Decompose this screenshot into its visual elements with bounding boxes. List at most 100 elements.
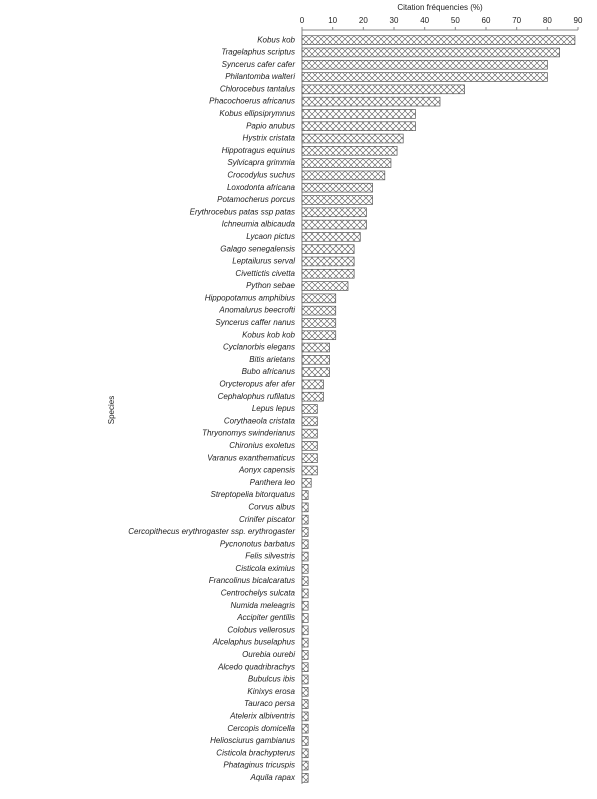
bar	[301, 391, 324, 402]
y-tick-label: Ourebia ourebi	[242, 650, 295, 659]
bar	[301, 244, 355, 254]
y-tick-label: Cisticola brachypterus	[216, 748, 295, 757]
y-tick-label: Cephalophus rufilatus	[218, 392, 295, 401]
bar	[301, 219, 367, 230]
bar	[301, 232, 361, 242]
bar	[301, 367, 330, 377]
bar	[301, 305, 337, 316]
bar	[301, 84, 465, 95]
y-tick-label: Bubo africanus	[242, 367, 295, 376]
y-tick-label: Phacochoerus africanus	[209, 97, 295, 106]
y-tick-label: Centrochelys sulcata	[221, 589, 296, 598]
y-tick-label: Aquila rapax	[250, 773, 296, 782]
bar	[301, 564, 309, 574]
bar	[301, 121, 416, 131]
y-tick-label: Civettictis civetta	[235, 269, 295, 278]
x-axis-title: Citation fréquencies (%)	[397, 3, 483, 12]
bar	[301, 588, 309, 599]
bar	[301, 428, 318, 439]
y-tick-label: Kobus ellipsiprymnus	[219, 109, 295, 118]
y-tick-label: Erythrocebus patas ssp patas	[190, 207, 295, 216]
x-tick-label: 0	[300, 16, 305, 25]
x-tick-label: 20	[359, 16, 368, 25]
x-tick-label: 80	[543, 16, 552, 25]
y-tick-label: Atelerix albiventris	[229, 711, 295, 720]
bar	[301, 318, 337, 328]
y-tick-label: Colobus vellerosus	[227, 625, 295, 634]
y-tick-label: Bubulcus ibis	[248, 675, 295, 684]
x-tick-label: 60	[482, 16, 491, 25]
bar	[301, 379, 324, 390]
bar	[301, 477, 312, 488]
bar	[301, 502, 309, 513]
bar	[301, 699, 309, 709]
bar	[301, 330, 337, 341]
bar	[301, 404, 318, 414]
x-tick-label: 10	[328, 16, 337, 25]
y-tick-label: Chlorocebus tantalus	[220, 84, 295, 93]
bar	[301, 453, 318, 463]
y-tick-label: Cercopithecus erythrogaster ssp. erythro…	[128, 527, 295, 536]
bar	[301, 268, 355, 279]
y-tick-label: Crinifer piscator	[239, 515, 295, 524]
y-tick-label: Cisticola eximius	[235, 564, 295, 573]
y-tick-label: Hystrix cristata	[243, 134, 296, 143]
y-tick-label: Varanus exanthematicus	[207, 453, 295, 462]
bar	[301, 256, 355, 267]
bar	[301, 96, 441, 107]
y-tick-label: Panthera leo	[250, 478, 296, 487]
y-tick-label: Tragelaphus scriptus	[221, 48, 295, 57]
bar	[301, 736, 309, 746]
y-tick-label: Sylvicapra grimmia	[227, 158, 295, 167]
bar	[301, 207, 367, 218]
y-tick-label: Anomalurus beecrofti	[218, 306, 295, 315]
x-tick-label: 50	[451, 16, 460, 25]
bar	[301, 662, 309, 672]
y-tick-label: Numida meleagris	[231, 601, 295, 610]
y-tick-label: Felis silvestris	[245, 552, 295, 561]
y-tick-label: Galago senegalensis	[220, 244, 295, 253]
y-tick-label: Ichneumia albicauda	[222, 220, 296, 229]
y-tick-label: Cercopis domicella	[227, 724, 295, 733]
y-tick-label: Orycteropus afer afer	[219, 380, 295, 389]
bar	[301, 773, 309, 783]
y-tick-label: Hippopotamus amphibius	[205, 293, 295, 302]
bar	[301, 342, 330, 353]
y-tick-label: Tauraco persa	[244, 699, 295, 708]
bar	[301, 109, 416, 119]
bar	[301, 182, 373, 193]
bar	[301, 514, 309, 525]
y-tick-label: Kinixys erosa	[247, 687, 295, 696]
y-tick-label: Python sebae	[246, 281, 295, 290]
y-tick-label: Phataginus tricuspis	[223, 761, 295, 770]
bar	[301, 72, 548, 82]
bar	[301, 355, 330, 365]
y-tick-label: Streptopelia bitorquatus	[211, 490, 296, 499]
bar	[301, 576, 309, 586]
bar	[301, 625, 309, 636]
bar	[301, 133, 404, 144]
bar	[301, 281, 349, 291]
bar	[301, 146, 398, 156]
bar	[301, 441, 318, 451]
bar	[301, 687, 309, 697]
y-tick-label: Corvus albus	[248, 502, 295, 511]
bar	[301, 293, 337, 304]
y-tick-label: Aonyx capensis	[238, 466, 295, 475]
bar	[301, 158, 392, 168]
y-tick-label: Kobus kob kob	[242, 330, 295, 339]
y-tick-label: Lepus lepus	[252, 404, 295, 413]
y-tick-label: Bitis arietans	[249, 355, 295, 364]
y-tick-label: Kobus kob	[257, 35, 295, 44]
y-tick-label: Syncerus caffer nanus	[215, 318, 295, 327]
y-tick-label: Chironius exoletus	[229, 441, 295, 450]
bar	[301, 748, 309, 759]
bar	[301, 465, 318, 476]
bar	[301, 723, 309, 734]
y-tick-label: Heliosciurus gambianus	[210, 736, 295, 745]
x-tick-label: 40	[420, 16, 429, 25]
y-tick-label: Leptailurus serval	[232, 257, 295, 266]
y-tick-label: Pycnonotus barbatus	[220, 539, 295, 548]
y-tick-label: Loxodonta africana	[227, 183, 296, 192]
bar	[301, 170, 386, 181]
